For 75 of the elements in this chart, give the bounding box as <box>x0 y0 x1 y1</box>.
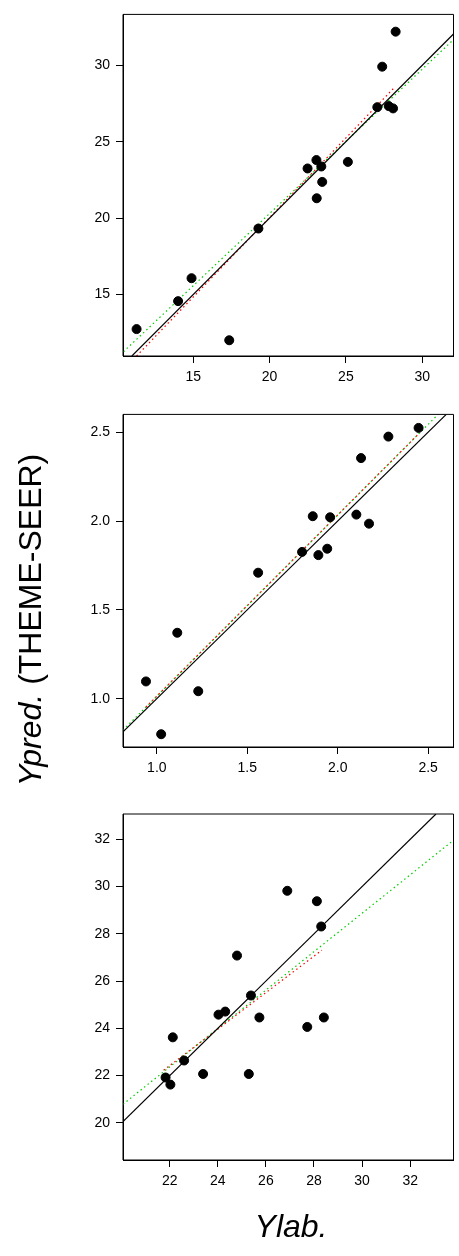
point <box>390 26 401 37</box>
point <box>372 102 383 113</box>
x-tick-label: 32 <box>402 1172 419 1189</box>
y-tick-label: 20 <box>94 209 111 225</box>
y-tick-label: 24 <box>94 1019 111 1036</box>
point <box>253 223 264 234</box>
y-tick-label: 2.0 <box>90 511 111 528</box>
x-tick-label: 2.5 <box>418 759 439 776</box>
point <box>313 550 324 561</box>
point <box>325 512 336 523</box>
point <box>302 163 313 174</box>
point <box>342 156 353 167</box>
y-tick-label: 1.5 <box>90 600 111 617</box>
point <box>307 511 318 522</box>
x-tick-label: 30 <box>414 368 431 385</box>
point <box>224 335 235 346</box>
point <box>311 896 322 907</box>
point <box>186 273 197 284</box>
point <box>364 518 375 529</box>
point <box>388 103 399 114</box>
y-tick-label: 25 <box>94 132 111 149</box>
y-tick-label: 15 <box>94 285 111 302</box>
y-tick-label: 2.5 <box>90 423 111 440</box>
point <box>156 729 167 740</box>
point <box>311 193 322 204</box>
point <box>351 509 362 520</box>
point <box>160 1072 171 1083</box>
point <box>318 1012 329 1023</box>
point <box>198 1068 209 1079</box>
x-tick-label: 15 <box>185 368 202 385</box>
y-tick-label: 32 <box>94 830 111 847</box>
point <box>377 61 388 72</box>
point <box>317 176 328 187</box>
x-tick-label: 2.0 <box>327 759 348 776</box>
y-tick-label: 30 <box>94 56 111 73</box>
point <box>383 431 394 442</box>
y-tick-label: 30 <box>94 877 111 894</box>
y-tick-label: 1.0 <box>90 689 111 706</box>
x-tick-label: 24 <box>209 1172 226 1189</box>
point <box>297 546 308 557</box>
x-tick-label: 26 <box>258 1172 274 1189</box>
point <box>179 1055 190 1066</box>
point <box>220 1006 231 1017</box>
point <box>232 950 243 961</box>
point <box>413 422 424 433</box>
point <box>193 686 204 697</box>
point <box>172 627 183 638</box>
point <box>245 990 256 1001</box>
y-tick-label: 20 <box>94 1113 111 1130</box>
point <box>253 567 264 578</box>
point <box>356 453 367 464</box>
y-axis-title: Ypred. (THEME-SEER) <box>11 453 49 787</box>
x-tick-label: 22 <box>161 1172 178 1189</box>
y-tick-label: 22 <box>94 1066 111 1083</box>
point <box>173 296 184 307</box>
point <box>316 161 327 172</box>
point <box>140 676 151 687</box>
point <box>254 1012 265 1023</box>
x-axis-title: Ylab. <box>253 1208 329 1245</box>
x-tick-label: 1.5 <box>237 759 258 776</box>
point <box>282 885 293 896</box>
x-tick-label: 20 <box>261 368 278 385</box>
point <box>243 1068 254 1079</box>
x-tick-label: 1.0 <box>147 759 167 776</box>
y-tick-label: 26 <box>94 971 111 988</box>
point <box>165 1079 176 1090</box>
point <box>322 543 333 554</box>
point <box>316 921 327 932</box>
y-tick-label: 28 <box>94 924 111 941</box>
point <box>302 1021 313 1032</box>
x-tick-label: 28 <box>306 1172 322 1189</box>
point <box>167 1032 178 1043</box>
x-tick-label: 30 <box>354 1172 371 1189</box>
x-tick-label: 25 <box>338 368 354 385</box>
point <box>131 324 142 335</box>
